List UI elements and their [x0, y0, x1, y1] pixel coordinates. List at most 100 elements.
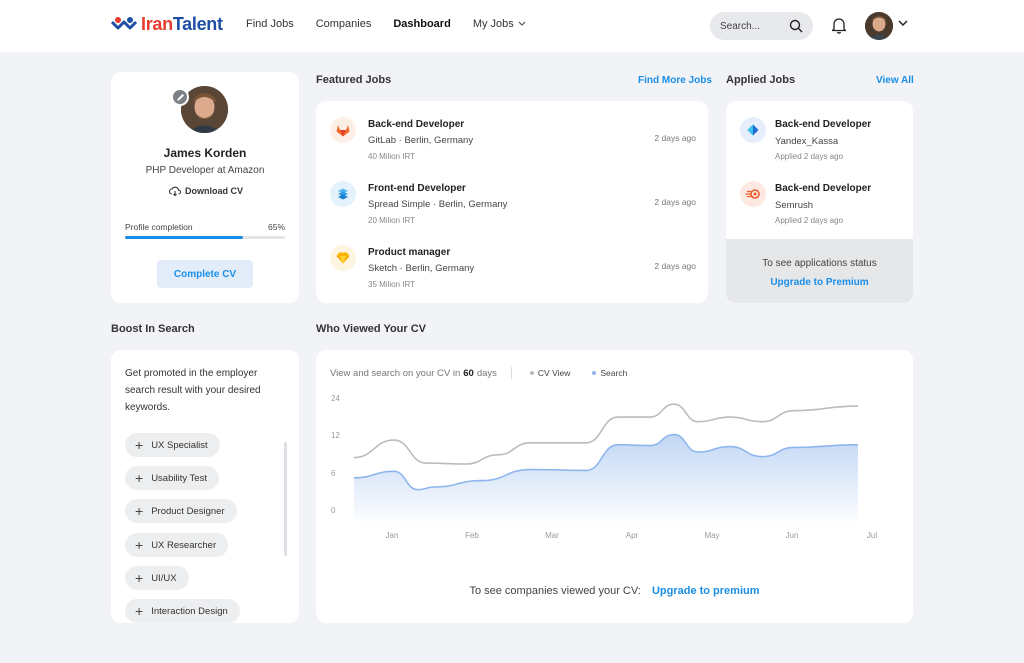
yandex-kassa-icon	[740, 117, 766, 143]
job-title: Product manager	[368, 247, 451, 258]
applied-jobs-card: Back-end Developer Yandex_Kassa Applied …	[726, 101, 913, 303]
semrush-icon	[740, 181, 766, 207]
featured-jobs-title: Featured Jobs	[316, 74, 392, 86]
plus-icon: +	[135, 437, 144, 453]
applied-job-status: Applied 2 days ago	[775, 152, 844, 161]
legend-dot	[592, 371, 597, 375]
chevron-down-icon	[518, 21, 526, 26]
job-salary: 40 Milion IRT	[368, 152, 415, 161]
brand-name: IranTalent	[141, 14, 223, 35]
keyword-label: UX Specialist	[151, 439, 208, 451]
cv-views-card: 0 6 12 24 Jan Feb Mar Apr May Jun Jul View and sea…	[316, 350, 913, 623]
job-location: Berlin, Germany	[404, 135, 474, 146]
y-tick-label: 0	[331, 506, 336, 515]
plus-icon: +	[135, 503, 144, 519]
cv-view-series-line	[353, 403, 859, 465]
upgrade-premium-link[interactable]: Upgrade to premium	[651, 585, 760, 597]
profile-completion-bar	[125, 236, 285, 239]
spreadsimple-icon	[330, 181, 356, 207]
boost-title: Boost In Search	[111, 323, 195, 335]
keyword-label: UX Researcher	[151, 539, 217, 551]
job-company: GitLab · Berlin, Germany	[368, 135, 474, 146]
premium-lock-message: To see applications status	[762, 258, 877, 269]
keyword-tag[interactable]: + UX Specialist	[125, 433, 220, 457]
search-input[interactable]: Search...	[710, 12, 813, 40]
keyword-tag[interactable]: + Product Designer	[125, 499, 237, 523]
keyword-label: Interaction Design	[151, 605, 228, 617]
divider	[510, 367, 512, 379]
x-tick-label: Jul	[867, 531, 877, 540]
search-placeholder: Search...	[720, 20, 761, 32]
applied-jobs-title: Applied Jobs	[726, 74, 796, 86]
cv-views-title: Who Viewed Your CV	[316, 323, 427, 335]
job-posted-time: 2 days ago	[654, 133, 696, 143]
legend-cv-view: CV View	[529, 368, 570, 378]
profile-completion-value: 65%	[267, 222, 285, 232]
job-company-name: Sketch	[368, 263, 398, 274]
job-item[interactable]: Back-end Developer GitLab · Berlin, Germ…	[330, 115, 696, 165]
brand-name-part2: Talent	[172, 14, 223, 34]
chevron-down-icon[interactable]	[898, 20, 908, 27]
bell-icon[interactable]	[830, 16, 848, 34]
gitlab-icon	[330, 117, 356, 143]
chart-header-days: 60	[463, 367, 474, 379]
applied-job-title: Back-end Developer	[775, 183, 872, 194]
plus-icon: +	[135, 537, 144, 553]
applied-job-item[interactable]: Back-end Developer Yandex_Kassa Applied …	[740, 115, 900, 165]
profile-completion-label: Profile completion	[125, 222, 193, 232]
irantalent-logo-icon	[111, 16, 137, 29]
chart-header-suffix: days	[476, 367, 497, 379]
premium-lock-panel: To see applications status Upgrade to Pr…	[726, 239, 913, 303]
cloud-download-icon	[169, 186, 181, 196]
nav-companies[interactable]: Companies	[315, 18, 372, 30]
y-tick-label: 12	[331, 431, 340, 440]
nav-my-jobs-label: My Jobs	[472, 18, 514, 30]
keyword-tag[interactable]: + Interaction Design	[125, 599, 240, 623]
keyword-tag[interactable]: + Usability Test	[125, 466, 219, 490]
complete-cv-button[interactable]: Complete CV	[157, 260, 253, 288]
plus-icon: +	[135, 570, 144, 586]
job-item[interactable]: Product manager Sketch · Berlin, Germany…	[330, 243, 696, 293]
upgrade-premium-link[interactable]: Upgrade to Premium	[770, 277, 869, 288]
profile-photo-icon	[181, 86, 228, 133]
plus-icon: +	[135, 603, 144, 619]
edit-photo-button[interactable]	[171, 88, 189, 106]
applied-job-item[interactable]: Back-end Developer Semrush Applied 2 day…	[740, 179, 900, 229]
user-avatar[interactable]	[865, 12, 893, 40]
keyword-tag[interactable]: + UX Researcher	[125, 533, 229, 557]
x-tick-label: Jun	[786, 531, 799, 540]
cv-views-chart: 0 6 12 24 Jan Feb Mar Apr May Jun Jul	[331, 394, 877, 540]
avatar-image-icon	[865, 12, 893, 40]
search-icon[interactable]	[789, 19, 803, 33]
view-all-link[interactable]: View All	[876, 75, 914, 86]
top-header: IranTalent Find Jobs Companies Dashboard…	[0, 0, 1024, 52]
keyword-label: Product Designer	[151, 505, 225, 517]
job-salary: 35 Milion IRT	[368, 280, 415, 289]
job-company-name: GitLab	[368, 135, 396, 146]
nav-dashboard[interactable]: Dashboard	[393, 18, 451, 30]
search-series-line	[353, 433, 859, 491]
download-cv-button[interactable]: Download CV	[169, 186, 243, 196]
nav-my-jobs[interactable]: My Jobs	[473, 18, 526, 30]
scrollbar[interactable]	[284, 442, 287, 556]
legend-search: Search	[592, 368, 627, 378]
legend-label: Search	[600, 368, 628, 378]
x-tick-label: Mar	[545, 531, 559, 540]
cv-upgrade-footer: To see companies viewed your CV: Upgrade…	[316, 585, 913, 597]
y-tick-label: 24	[331, 394, 340, 403]
profile-role: PHP Developer at Amazon	[145, 165, 265, 176]
chart-header: View and search on your CV in 60 days CV…	[330, 367, 649, 379]
job-item[interactable]: Front-end Developer Spread Simple · Berl…	[330, 179, 696, 229]
keyword-tag[interactable]: + UI/UX	[125, 566, 189, 590]
keyword-label: UI/UX	[151, 572, 177, 584]
brand-logo[interactable]: IranTalent	[111, 14, 223, 35]
job-posted-time: 2 days ago	[654, 197, 696, 207]
nav-find-jobs[interactable]: Find Jobs	[246, 18, 294, 30]
job-salary: 20 Milion IRT	[368, 216, 415, 225]
legend-dot	[529, 371, 534, 375]
find-more-jobs-link[interactable]: Find More Jobs	[638, 75, 712, 86]
applied-job-company: Yandex_Kassa	[775, 136, 839, 147]
y-tick-label: 6	[331, 469, 336, 478]
x-tick-label: May	[704, 531, 719, 540]
download-cv-label: Download CV	[185, 186, 243, 196]
